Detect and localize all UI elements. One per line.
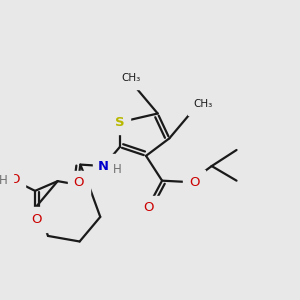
Text: O: O	[144, 201, 154, 214]
Text: S: S	[115, 116, 124, 129]
Text: O: O	[31, 213, 42, 226]
Text: H: H	[113, 163, 122, 176]
Text: O: O	[9, 173, 20, 186]
Text: CH₃: CH₃	[122, 74, 141, 83]
Text: N: N	[98, 160, 109, 172]
Text: O: O	[189, 176, 200, 189]
Text: O: O	[74, 176, 84, 189]
Text: H: H	[0, 174, 8, 187]
Text: CH₃: CH₃	[193, 99, 213, 109]
